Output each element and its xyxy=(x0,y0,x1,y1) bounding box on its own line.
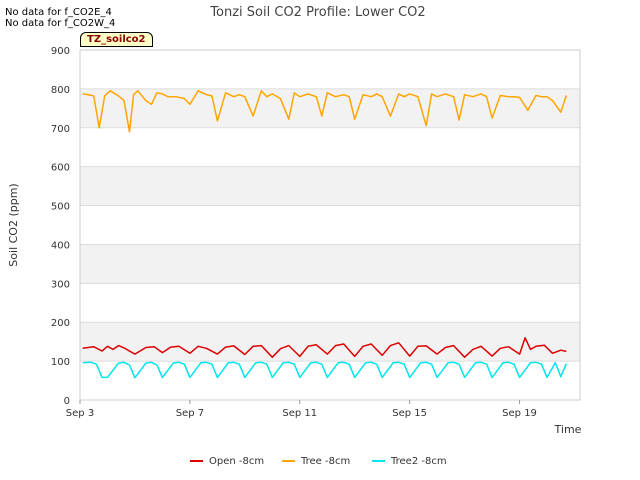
chart-title: Tonzi Soil CO2 Profile: Lower CO2 xyxy=(209,5,425,20)
series-line-tree2 xyxy=(82,361,567,379)
y-tick-label: 0 xyxy=(64,396,70,407)
x-tick-label: Sep 19 xyxy=(502,408,537,419)
legend: Open -8cm Tree -8cm Tree2 -8cm xyxy=(190,456,447,467)
x-tick-label: Sep 3 xyxy=(66,408,94,419)
y-tick-label: 200 xyxy=(51,318,70,329)
no-data-note-2: No data for f_CO2W_4 xyxy=(5,18,116,29)
no-data-note-1: No data for f_CO2E_4 xyxy=(5,7,112,18)
legend-label-tree2: Tree2 -8cm xyxy=(390,456,447,467)
series-line-tree xyxy=(82,90,568,133)
site-tag: TZ_soilco2 xyxy=(80,32,153,47)
plot-area: 0 100 200 300 400 500 600 700 800 900 Sep 3 Sep 7 Se… xyxy=(51,46,581,419)
grid-band xyxy=(80,322,580,362)
y-tick-label: 400 xyxy=(51,240,70,251)
series-line-open xyxy=(82,337,567,358)
x-axis-label: Time xyxy=(554,423,582,436)
y-tick-label: 800 xyxy=(51,85,70,96)
y-tick-label: 600 xyxy=(51,163,70,174)
legend-label-open: Open -8cm xyxy=(209,456,264,467)
grid-band xyxy=(80,166,580,206)
y-axis-label: Soil CO2 (ppm) xyxy=(7,183,20,266)
grid-band xyxy=(80,244,580,284)
grid-band xyxy=(80,88,580,128)
x-tick-label: Sep 11 xyxy=(282,408,317,419)
x-tick-label: Sep 15 xyxy=(392,408,427,419)
legend-label-tree: Tree -8cm xyxy=(300,456,350,467)
y-tick-label: 100 xyxy=(51,357,70,368)
y-tick-label: 300 xyxy=(51,279,70,290)
x-tick-label: Sep 7 xyxy=(176,408,204,419)
y-tick-label: 700 xyxy=(51,124,70,135)
y-tick-label: 500 xyxy=(51,202,70,213)
plot-frame xyxy=(79,49,581,401)
y-tick-label: 900 xyxy=(51,46,70,57)
